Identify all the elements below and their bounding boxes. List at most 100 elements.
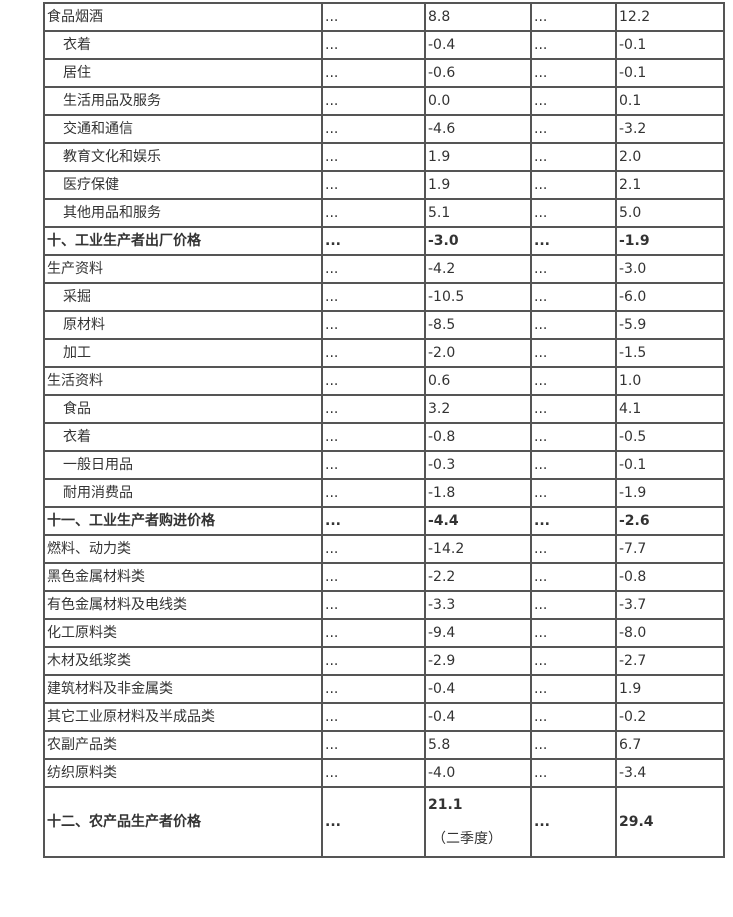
table-row: 木材及纸浆类... -2.9... -2.7 [43, 646, 725, 676]
row-label: 居住 [43, 58, 323, 88]
cell-col4: -0.5 [615, 422, 725, 452]
cell-col4: 2.1 [615, 170, 725, 200]
row-label: 采掘 [43, 282, 323, 312]
cell-col4: 5.0 [615, 198, 725, 228]
cell-col2: 8.8 [424, 2, 532, 32]
cell-col2: -8.5 [424, 310, 532, 340]
cell-col1: ... [321, 226, 426, 256]
cell-col4: 12.2 [615, 2, 725, 32]
cell-col2: 0.0 [424, 86, 532, 116]
row-label: 建筑材料及非金属类 [43, 674, 323, 704]
table-row: 黑色金属材料类... -2.2... -0.8 [43, 562, 725, 592]
cell-col2: -0.4 [424, 702, 532, 732]
row-label: 生活资料 [43, 366, 323, 396]
cell-col2: -2.0 [424, 338, 532, 368]
table-row: 十一、工业生产者购进价格... -4.4... -2.6 [43, 506, 725, 536]
cell-col1: ... [321, 450, 426, 480]
table-row: 建筑材料及非金属类... -0.4... 1.9 [43, 674, 725, 704]
cell-col1: ... [321, 702, 426, 732]
cell-col4: -3.0 [615, 254, 725, 284]
cell-col2: -0.4 [424, 674, 532, 704]
cell-col2: 1.9 [424, 142, 532, 172]
row-label: 生活用品及服务 [43, 86, 323, 116]
row-label: 黑色金属材料类 [43, 562, 323, 592]
row-label: 农副产品类 [43, 730, 323, 760]
cell-col3: ... [530, 282, 617, 312]
cell-col2: -4.0 [424, 758, 532, 788]
row-label: 其它工业原材料及半成品类 [43, 702, 323, 732]
cell-col2: -9.4 [424, 618, 532, 648]
cell-col3: ... [530, 730, 617, 760]
cell-col4: -1.5 [615, 338, 725, 368]
cell-col4: -1.9 [615, 226, 725, 256]
cell-value: 21.1 [428, 797, 463, 813]
cell-col1: ... [321, 786, 426, 858]
cell-col3: ... [530, 226, 617, 256]
cell-col2: -14.2 [424, 534, 532, 564]
row-label: 木材及纸浆类 [43, 646, 323, 676]
cell-col2: 0.6 [424, 366, 532, 396]
row-label: 医疗保健 [43, 170, 323, 200]
cell-col1: ... [321, 170, 426, 200]
cell-col1: ... [321, 562, 426, 592]
cell-col4: -7.7 [615, 534, 725, 564]
cell-col3: ... [530, 422, 617, 452]
cell-col1: ... [321, 86, 426, 116]
table-row: 衣着... -0.8... -0.5 [43, 422, 725, 452]
table-row: 一般日用品... -0.3... -0.1 [43, 450, 725, 480]
cell-col3: ... [530, 58, 617, 88]
cell-col4: 6.7 [615, 730, 725, 760]
table-row: 耐用消费品... -1.8... -1.9 [43, 478, 725, 508]
cell-col4: 29.4 [615, 786, 725, 858]
cell-col3: ... [530, 114, 617, 144]
row-label: 十二、农产品生产者价格 [43, 786, 323, 858]
cell-col2: 3.2 [424, 394, 532, 424]
table-row: 化工原料类... -9.4... -8.0 [43, 618, 725, 648]
cell-col1: ... [321, 114, 426, 144]
cell-col3: ... [530, 590, 617, 620]
cell-col3: ... [530, 562, 617, 592]
row-label: 十、工业生产者出厂价格 [43, 226, 323, 256]
cell-col4: -3.2 [615, 114, 725, 144]
cell-col3: ... [530, 86, 617, 116]
cell-col1: ... [321, 534, 426, 564]
cell-col3: ... [530, 506, 617, 536]
cell-col2: -2.2 [424, 562, 532, 592]
cell-col2: -0.8 [424, 422, 532, 452]
cell-col2: -4.6 [424, 114, 532, 144]
cell-col4: -8.0 [615, 618, 725, 648]
cell-col1: ... [321, 282, 426, 312]
cell-col2: -0.4 [424, 30, 532, 60]
cell-col2: -3.3 [424, 590, 532, 620]
cell-col1: ... [321, 478, 426, 508]
table-row: 燃料、动力类... -14.2... -7.7 [43, 534, 725, 564]
cell-col3: ... [530, 450, 617, 480]
cell-col1: ... [321, 730, 426, 760]
cell-col4: -5.9 [615, 310, 725, 340]
cell-col1: ... [321, 758, 426, 788]
table-row: 原材料... -8.5... -5.9 [43, 310, 725, 340]
table-row: 加工... -2.0... -1.5 [43, 338, 725, 368]
cell-col1: ... [321, 30, 426, 60]
cell-col3: ... [530, 786, 617, 858]
cell-col4: 4.1 [615, 394, 725, 424]
table-row: 生活用品及服务... 0.0... 0.1 [43, 86, 725, 116]
cell-col3: ... [530, 674, 617, 704]
table-row: 食品烟酒... 8.8... 12.2 [43, 2, 725, 32]
cell-col4: -0.8 [615, 562, 725, 592]
statistics-table: 食品烟酒... 8.8... 12.2 衣着... -0.4... -0.1 居住... -0… [43, 2, 725, 858]
table-row: 采掘... -10.5... -6.0 [43, 282, 725, 312]
cell-col3: ... [530, 534, 617, 564]
row-label: 化工原料类 [43, 618, 323, 648]
cell-col4: -3.7 [615, 590, 725, 620]
cell-col4: 0.1 [615, 86, 725, 116]
cell-col1: ... [321, 422, 426, 452]
table-row: 纺织原料类... -4.0... -3.4 [43, 758, 725, 788]
cell-col4: -0.1 [615, 450, 725, 480]
cell-col2: -0.6 [424, 58, 532, 88]
cell-col1: ... [321, 506, 426, 536]
row-label: 教育文化和娱乐 [43, 142, 323, 172]
cell-col2: -0.3 [424, 450, 532, 480]
table-row: 其他用品和服务... 5.1... 5.0 [43, 198, 725, 228]
cell-col2: 21.1 （二季度） [424, 786, 532, 858]
